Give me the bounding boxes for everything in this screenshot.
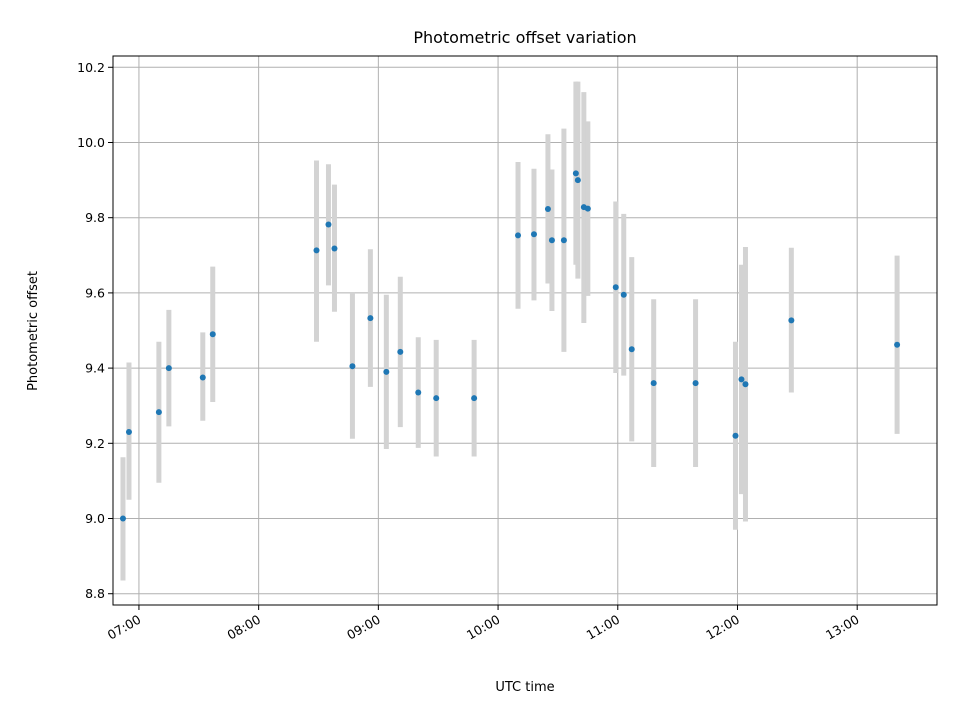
data-point (155, 409, 162, 416)
data-point (732, 432, 739, 439)
data-point (515, 232, 522, 239)
data-point (612, 284, 619, 291)
x-axis-label: UTC time (495, 680, 554, 695)
y-tick-label: 9.2 (85, 436, 105, 451)
data-points (119, 170, 901, 522)
plot-frame (112, 55, 938, 606)
data-point (165, 365, 172, 372)
data-point (742, 381, 749, 388)
y-tick-label: 10.2 (77, 60, 105, 75)
chart-title: Photometric offset variation (413, 28, 636, 47)
data-point (313, 247, 320, 254)
data-point (574, 177, 581, 184)
y-tick-label: 10.0 (77, 135, 105, 150)
data-point (433, 395, 440, 402)
data-point (125, 429, 132, 436)
data-point (620, 291, 627, 298)
data-point (692, 380, 699, 387)
grid (113, 56, 937, 605)
data-point (331, 245, 338, 252)
data-point (119, 515, 126, 522)
data-point (209, 331, 216, 338)
data-point (894, 341, 901, 348)
data-point (650, 380, 657, 387)
y-tick-label: 8.8 (85, 586, 105, 601)
data-point (471, 395, 478, 402)
data-point (349, 363, 356, 370)
data-point (383, 368, 390, 375)
y-tick-label: 9.6 (85, 285, 105, 300)
data-point (544, 206, 551, 213)
y-axis-label: Photometric offset (26, 271, 41, 391)
y-tick-label: 9.8 (85, 210, 105, 225)
y-tick-label: 9.4 (85, 361, 105, 376)
data-point (572, 170, 579, 177)
y-tick-label: 9.0 (85, 511, 105, 526)
data-point (397, 348, 404, 355)
data-point (415, 389, 422, 396)
data-point (548, 237, 555, 244)
data-point (199, 374, 206, 381)
data-point (788, 317, 795, 324)
data-point (738, 376, 745, 383)
data-point (367, 315, 374, 322)
plot-area (113, 56, 937, 605)
data-point (530, 231, 537, 238)
data-point (584, 205, 591, 212)
data-point (325, 221, 332, 228)
data-point (560, 237, 567, 244)
data-point (628, 346, 635, 353)
